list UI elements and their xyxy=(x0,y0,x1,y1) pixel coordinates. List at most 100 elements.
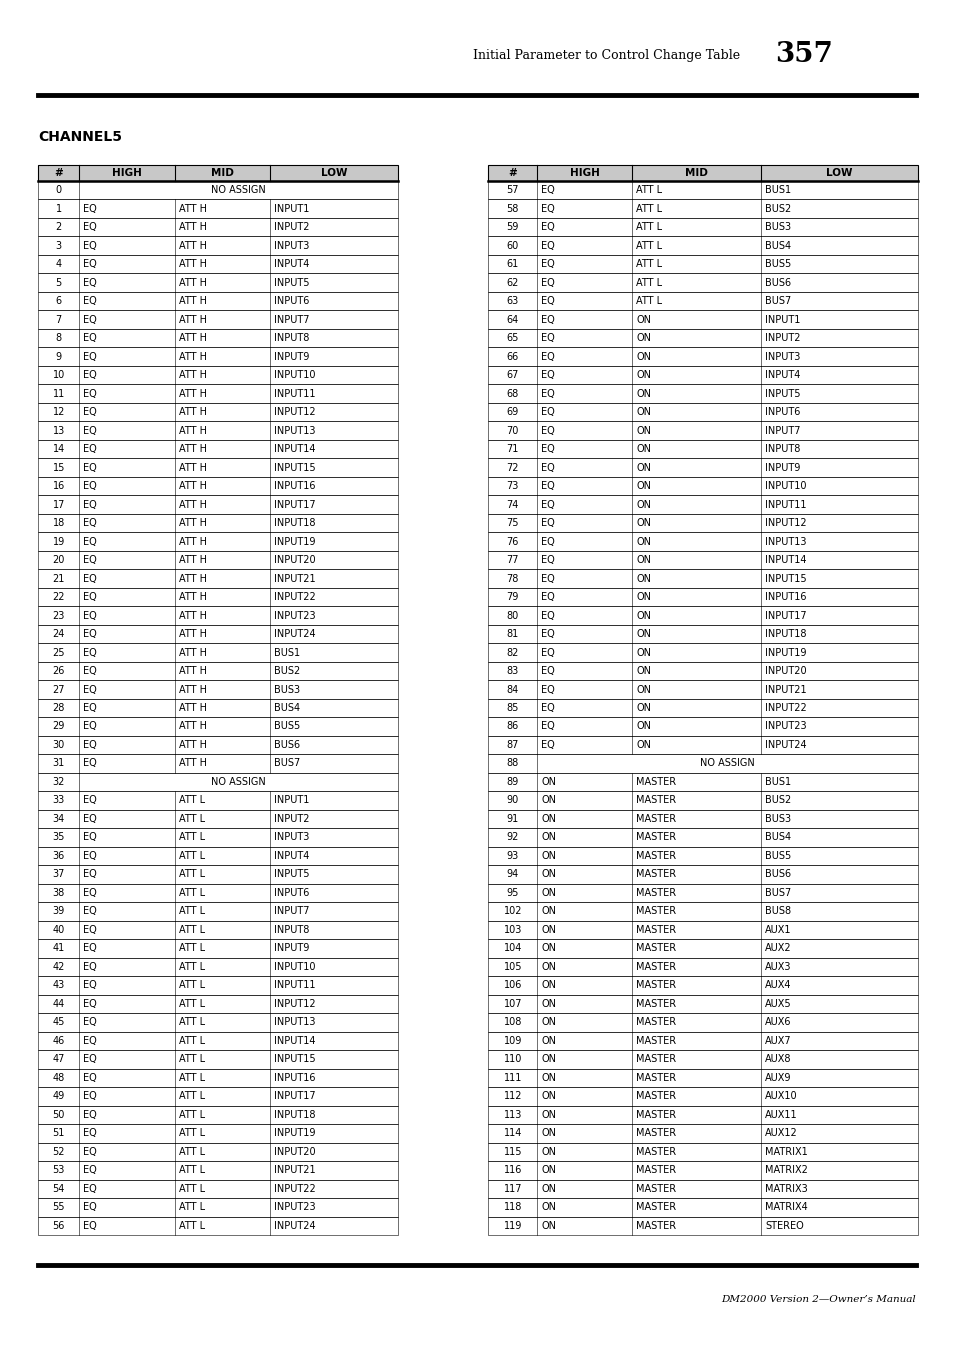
Text: INPUT19: INPUT19 xyxy=(274,536,315,547)
Bar xyxy=(488,1050,917,1069)
Bar xyxy=(488,809,917,828)
Bar xyxy=(488,736,917,754)
Text: INPUT15: INPUT15 xyxy=(274,462,315,473)
Bar xyxy=(38,902,397,920)
Bar xyxy=(38,977,397,994)
Bar xyxy=(488,717,917,736)
Text: EQ: EQ xyxy=(541,462,555,473)
Text: 75: 75 xyxy=(506,517,518,528)
Text: AUX6: AUX6 xyxy=(764,1017,791,1027)
Text: INPUT24: INPUT24 xyxy=(764,740,806,750)
Text: HIGH: HIGH xyxy=(112,168,142,178)
Text: MASTER: MASTER xyxy=(636,1147,676,1156)
Bar xyxy=(38,994,397,1013)
Text: EQ: EQ xyxy=(83,426,97,435)
Bar xyxy=(38,328,397,347)
Text: 27: 27 xyxy=(52,685,65,694)
Bar xyxy=(488,477,917,496)
Text: 109: 109 xyxy=(503,1036,521,1046)
Bar xyxy=(488,1069,917,1088)
Text: 48: 48 xyxy=(52,1073,65,1082)
Bar xyxy=(488,662,917,681)
Bar xyxy=(38,458,397,477)
Text: INPUT21: INPUT21 xyxy=(274,574,315,584)
Text: ATT L: ATT L xyxy=(178,907,205,916)
Text: 104: 104 xyxy=(503,943,521,954)
Text: 14: 14 xyxy=(52,444,65,454)
Text: ON: ON xyxy=(636,389,650,399)
Bar xyxy=(38,1143,397,1161)
Bar xyxy=(38,236,397,255)
Text: 40: 40 xyxy=(52,925,65,935)
Text: INPUT17: INPUT17 xyxy=(274,1092,315,1101)
Bar xyxy=(488,662,917,681)
Text: 49: 49 xyxy=(52,1092,65,1101)
Bar xyxy=(38,958,397,977)
Text: ON: ON xyxy=(541,777,556,788)
Text: ATT L: ATT L xyxy=(636,296,661,307)
Text: EQ: EQ xyxy=(83,981,97,990)
Bar xyxy=(488,865,917,884)
Text: ON: ON xyxy=(636,703,650,713)
Bar xyxy=(488,165,917,181)
Text: BUS7: BUS7 xyxy=(764,888,790,898)
Text: ON: ON xyxy=(636,370,650,380)
Text: 54: 54 xyxy=(52,1183,65,1194)
Text: INPUT15: INPUT15 xyxy=(274,1054,315,1065)
Bar xyxy=(488,403,917,422)
Bar xyxy=(488,496,917,513)
Text: ON: ON xyxy=(541,907,556,916)
Text: 0: 0 xyxy=(55,185,62,196)
Text: EQ: EQ xyxy=(83,389,97,399)
Text: 81: 81 xyxy=(506,630,518,639)
Bar xyxy=(38,1088,397,1105)
Text: 46: 46 xyxy=(52,1036,65,1046)
Bar xyxy=(38,643,397,662)
Bar xyxy=(38,385,397,403)
Bar xyxy=(38,607,397,624)
Text: EQ: EQ xyxy=(541,222,555,232)
Text: 58: 58 xyxy=(506,204,518,213)
Text: 102: 102 xyxy=(503,907,521,916)
Bar xyxy=(38,773,397,792)
Text: EQ: EQ xyxy=(83,240,97,251)
Bar xyxy=(488,292,917,311)
Text: 85: 85 xyxy=(506,703,518,713)
Bar xyxy=(488,496,917,513)
Bar xyxy=(488,920,917,939)
Text: DM2000 Version 2—Owner’s Manual: DM2000 Version 2—Owner’s Manual xyxy=(720,1296,915,1304)
Bar xyxy=(488,1198,917,1216)
Text: STEREO: STEREO xyxy=(764,1221,803,1231)
Text: EQ: EQ xyxy=(83,740,97,750)
Bar xyxy=(488,902,917,920)
Bar xyxy=(488,828,917,847)
Text: AUX8: AUX8 xyxy=(764,1054,791,1065)
Bar xyxy=(488,292,917,311)
Text: 15: 15 xyxy=(52,462,65,473)
Bar xyxy=(38,513,397,532)
Bar xyxy=(38,681,397,698)
Text: INPUT6: INPUT6 xyxy=(274,296,310,307)
Bar xyxy=(38,1013,397,1032)
Text: 22: 22 xyxy=(52,592,65,603)
Text: 59: 59 xyxy=(506,222,518,232)
Text: INPUT2: INPUT2 xyxy=(274,222,310,232)
Text: ATT L: ATT L xyxy=(178,832,205,843)
Text: ATT H: ATT H xyxy=(178,685,207,694)
Text: INPUT7: INPUT7 xyxy=(764,426,800,435)
Text: INPUT12: INPUT12 xyxy=(274,998,315,1009)
Text: 90: 90 xyxy=(506,796,518,805)
Text: EQ: EQ xyxy=(83,407,97,417)
Text: Initial Parameter to Control Change Table: Initial Parameter to Control Change Tabl… xyxy=(473,49,740,62)
Text: MATRIX3: MATRIX3 xyxy=(764,1183,807,1194)
Text: ATT L: ATT L xyxy=(636,185,661,196)
Text: EQ: EQ xyxy=(541,351,555,362)
Bar xyxy=(38,165,397,181)
Text: EQ: EQ xyxy=(83,334,97,343)
Bar xyxy=(488,311,917,328)
Text: ATT L: ATT L xyxy=(178,1109,205,1120)
Text: INPUT3: INPUT3 xyxy=(274,832,310,843)
Text: 7: 7 xyxy=(55,315,62,324)
Text: ATT H: ATT H xyxy=(178,721,207,731)
Bar xyxy=(38,532,397,551)
